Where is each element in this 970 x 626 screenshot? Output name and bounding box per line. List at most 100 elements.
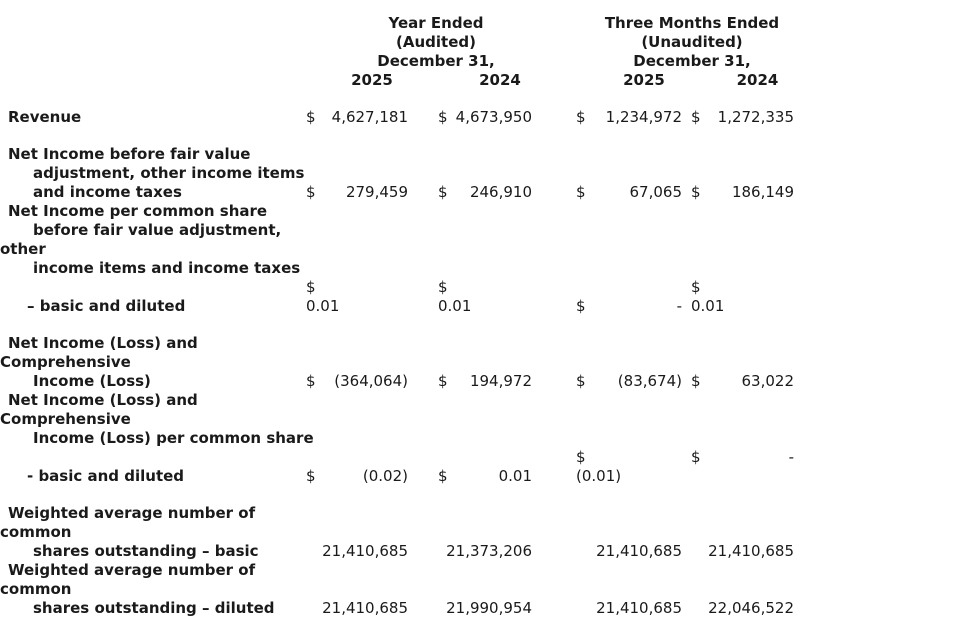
value-cell-net-income-before-fair-value-col1: $246,910 <box>432 183 532 202</box>
value-cell-revenue-col2: $1,234,972 <box>570 108 682 127</box>
value-cell-weighted-average-basic-col2: 21,410,685 <box>570 542 682 561</box>
row-label: – basic and diluted <box>0 297 300 316</box>
cell-value: 21,410,685 <box>322 542 408 560</box>
currency-symbol: $ <box>576 372 586 390</box>
cell-value: 186,149 <box>731 183 794 201</box>
row-label-line: - basic and diluted <box>27 467 185 485</box>
column-year-2025-quarter: 2025 <box>623 71 665 89</box>
currency-symbol <box>300 542 306 561</box>
three-months-date: December 31, <box>633 52 751 70</box>
value-cell-revenue-col0: $4,627,181 <box>300 108 408 127</box>
column-year-2024-quarter: 2024 <box>736 71 779 89</box>
currency-symbol: $ <box>438 372 448 390</box>
row-label-line: Net Income (Loss) and <box>8 334 198 352</box>
column-year-2025-annual: 2025 <box>351 71 393 89</box>
table-row-net-income-before-fair-value: Net Income before fair value adjustment, … <box>0 145 970 202</box>
cell-value: 4,627,181 <box>331 108 408 126</box>
value-cell-net-income-loss-comprehensive-col1: $194,972 <box>432 372 532 391</box>
table-row-basic-and-diluted-loss: - basic and diluted $ (0.02) $0.01 $ (0.01) $ - <box>0 448 970 486</box>
row-label-line: before fair value adjustment, <box>33 221 282 239</box>
currency-symbol: $ <box>691 448 701 466</box>
header-year-row: 2025 2024 2025 2024 <box>0 71 970 90</box>
currency-symbol <box>300 599 306 618</box>
row-label: Net Income (Loss) and Comprehensive Income… <box>0 391 314 448</box>
financial-table-body: Revenue $4,627,181 $4,673,950 $1,234,972 $1,… <box>0 108 970 618</box>
row-label: Weighted average number of common shares o… <box>0 561 300 618</box>
value-cell-net-income-before-fair-value-col2: $67,065 <box>570 183 682 202</box>
header-group-row: Year Ended (Audited) December 31, Three … <box>0 14 970 71</box>
row-label: Net Income before fair value adjustment, … <box>0 145 305 202</box>
value-cell-weighted-average-basic-col1: 21,373,206 <box>432 542 532 561</box>
currency-symbol: $ <box>691 183 701 201</box>
cell-value: 22,046,522 <box>708 599 794 617</box>
currency-symbol: $ <box>691 372 701 390</box>
row-label: Net Income per common share before fair v… <box>0 202 300 278</box>
currency-symbol: 0.01 <box>438 297 472 315</box>
value-cell-net-income-loss-comprehensive-col2: $ (83,674) <box>570 372 682 391</box>
cell-value: 21,373,206 <box>446 542 532 560</box>
row-label-line: – basic and diluted <box>27 297 186 315</box>
value-cell-basic-and-diluted-before-fair-value-col2: $ - <box>570 297 682 316</box>
three-months-unaudited-label: (Unaudited) <box>641 33 743 51</box>
currency-symbol <box>570 542 576 561</box>
row-label-line: common <box>0 523 72 541</box>
cell-value: 21,410,685 <box>596 599 682 617</box>
table-row-revenue: Revenue $4,627,181 $4,673,950 $1,234,972 $1,… <box>0 108 970 127</box>
row-label: Net Income (Loss) and Comprehensive Income… <box>0 334 300 391</box>
cell-value: 279,459 <box>345 183 408 201</box>
cell-value: (83,674) <box>617 372 682 390</box>
currency-symbol: $ <box>438 108 448 126</box>
value-cell-revenue-col1: $4,673,950 <box>432 108 532 127</box>
row-label-line: Weighted average number of <box>8 561 256 579</box>
row-label-line: Income (Loss) <box>33 372 151 390</box>
table-header: Year Ended (Audited) December 31, Three … <box>0 14 970 90</box>
column-year-2024-annual: 2024 <box>479 71 521 89</box>
cell-value: 21,410,685 <box>322 599 408 617</box>
currency-symbol: 0.01 <box>306 297 340 315</box>
currency-symbol: $ <box>691 278 701 296</box>
year-ended-audited-label: (Audited) <box>396 33 476 51</box>
cell-value: 194,972 <box>469 372 532 390</box>
cell-value: 63,022 <box>741 372 795 390</box>
cell-value: 21,410,685 <box>596 542 682 560</box>
currency-symbol: $ <box>438 467 448 485</box>
value-cell-weighted-average-diluted-col3: 22,046,522 <box>685 599 794 618</box>
currency-symbol: $ <box>576 183 586 201</box>
currency-symbol: $ <box>576 448 586 466</box>
value-cell-basic-and-diluted-before-fair-value-col3: $0.01 <box>685 278 794 316</box>
cell-value: 246,910 <box>469 183 532 201</box>
cell-value: (0.02) <box>362 467 408 485</box>
row-label-line: Income (Loss) per common share <box>33 429 314 447</box>
row-label: Weighted average number of common shares o… <box>0 504 300 561</box>
currency-symbol: $ <box>691 108 701 126</box>
cell-value: 21,410,685 <box>708 542 794 560</box>
currency-symbol: $ <box>306 278 316 296</box>
table-row-net-income-per-share-label: Net Income per common share before fair v… <box>0 202 970 278</box>
row-label-line: adjustment, other income items <box>33 164 305 182</box>
cell-value: 1,272,335 <box>717 108 794 126</box>
row-label-line: Comprehensive <box>0 410 131 428</box>
currency-symbol <box>432 542 438 561</box>
value-cell-basic-and-diluted-before-fair-value-col0: $0.01 <box>300 278 408 316</box>
table-row-net-income-loss-per-share-label: Net Income (Loss) and Comprehensive Income… <box>0 391 970 448</box>
currency-symbol: $ <box>576 297 586 315</box>
value-cell-net-income-loss-comprehensive-col0: $ (364,064) <box>300 372 408 391</box>
currency-symbol: 0.01 <box>691 297 725 315</box>
three-months-title: Three Months Ended <box>604 14 780 32</box>
value-cell-basic-and-diluted-before-fair-value-col1: $0.01 <box>432 278 532 316</box>
currency-symbol <box>685 542 691 561</box>
row-label-line: shares outstanding – basic <box>33 542 259 560</box>
table-row-weighted-average-basic: Weighted average number of common shares o… <box>0 504 970 561</box>
header-three-months-ended: Three Months Ended (Unaudited) December … <box>570 14 794 71</box>
cell-value: 1,234,972 <box>605 108 682 126</box>
row-label-line: income items and income taxes <box>33 259 301 277</box>
row-label-line: Net Income before fair value <box>8 145 251 163</box>
cell-value: (364,064) <box>334 372 408 390</box>
row-label: Revenue <box>0 108 300 127</box>
value-cell-net-income-before-fair-value-col3: $186,149 <box>685 183 794 202</box>
cell-value: 4,673,950 <box>455 108 532 126</box>
row-label-line: Weighted average number of <box>8 504 256 522</box>
value-cell-weighted-average-diluted-col2: 21,410,685 <box>570 599 682 618</box>
value-cell-basic-and-diluted-loss-col3: $ - <box>685 448 794 467</box>
